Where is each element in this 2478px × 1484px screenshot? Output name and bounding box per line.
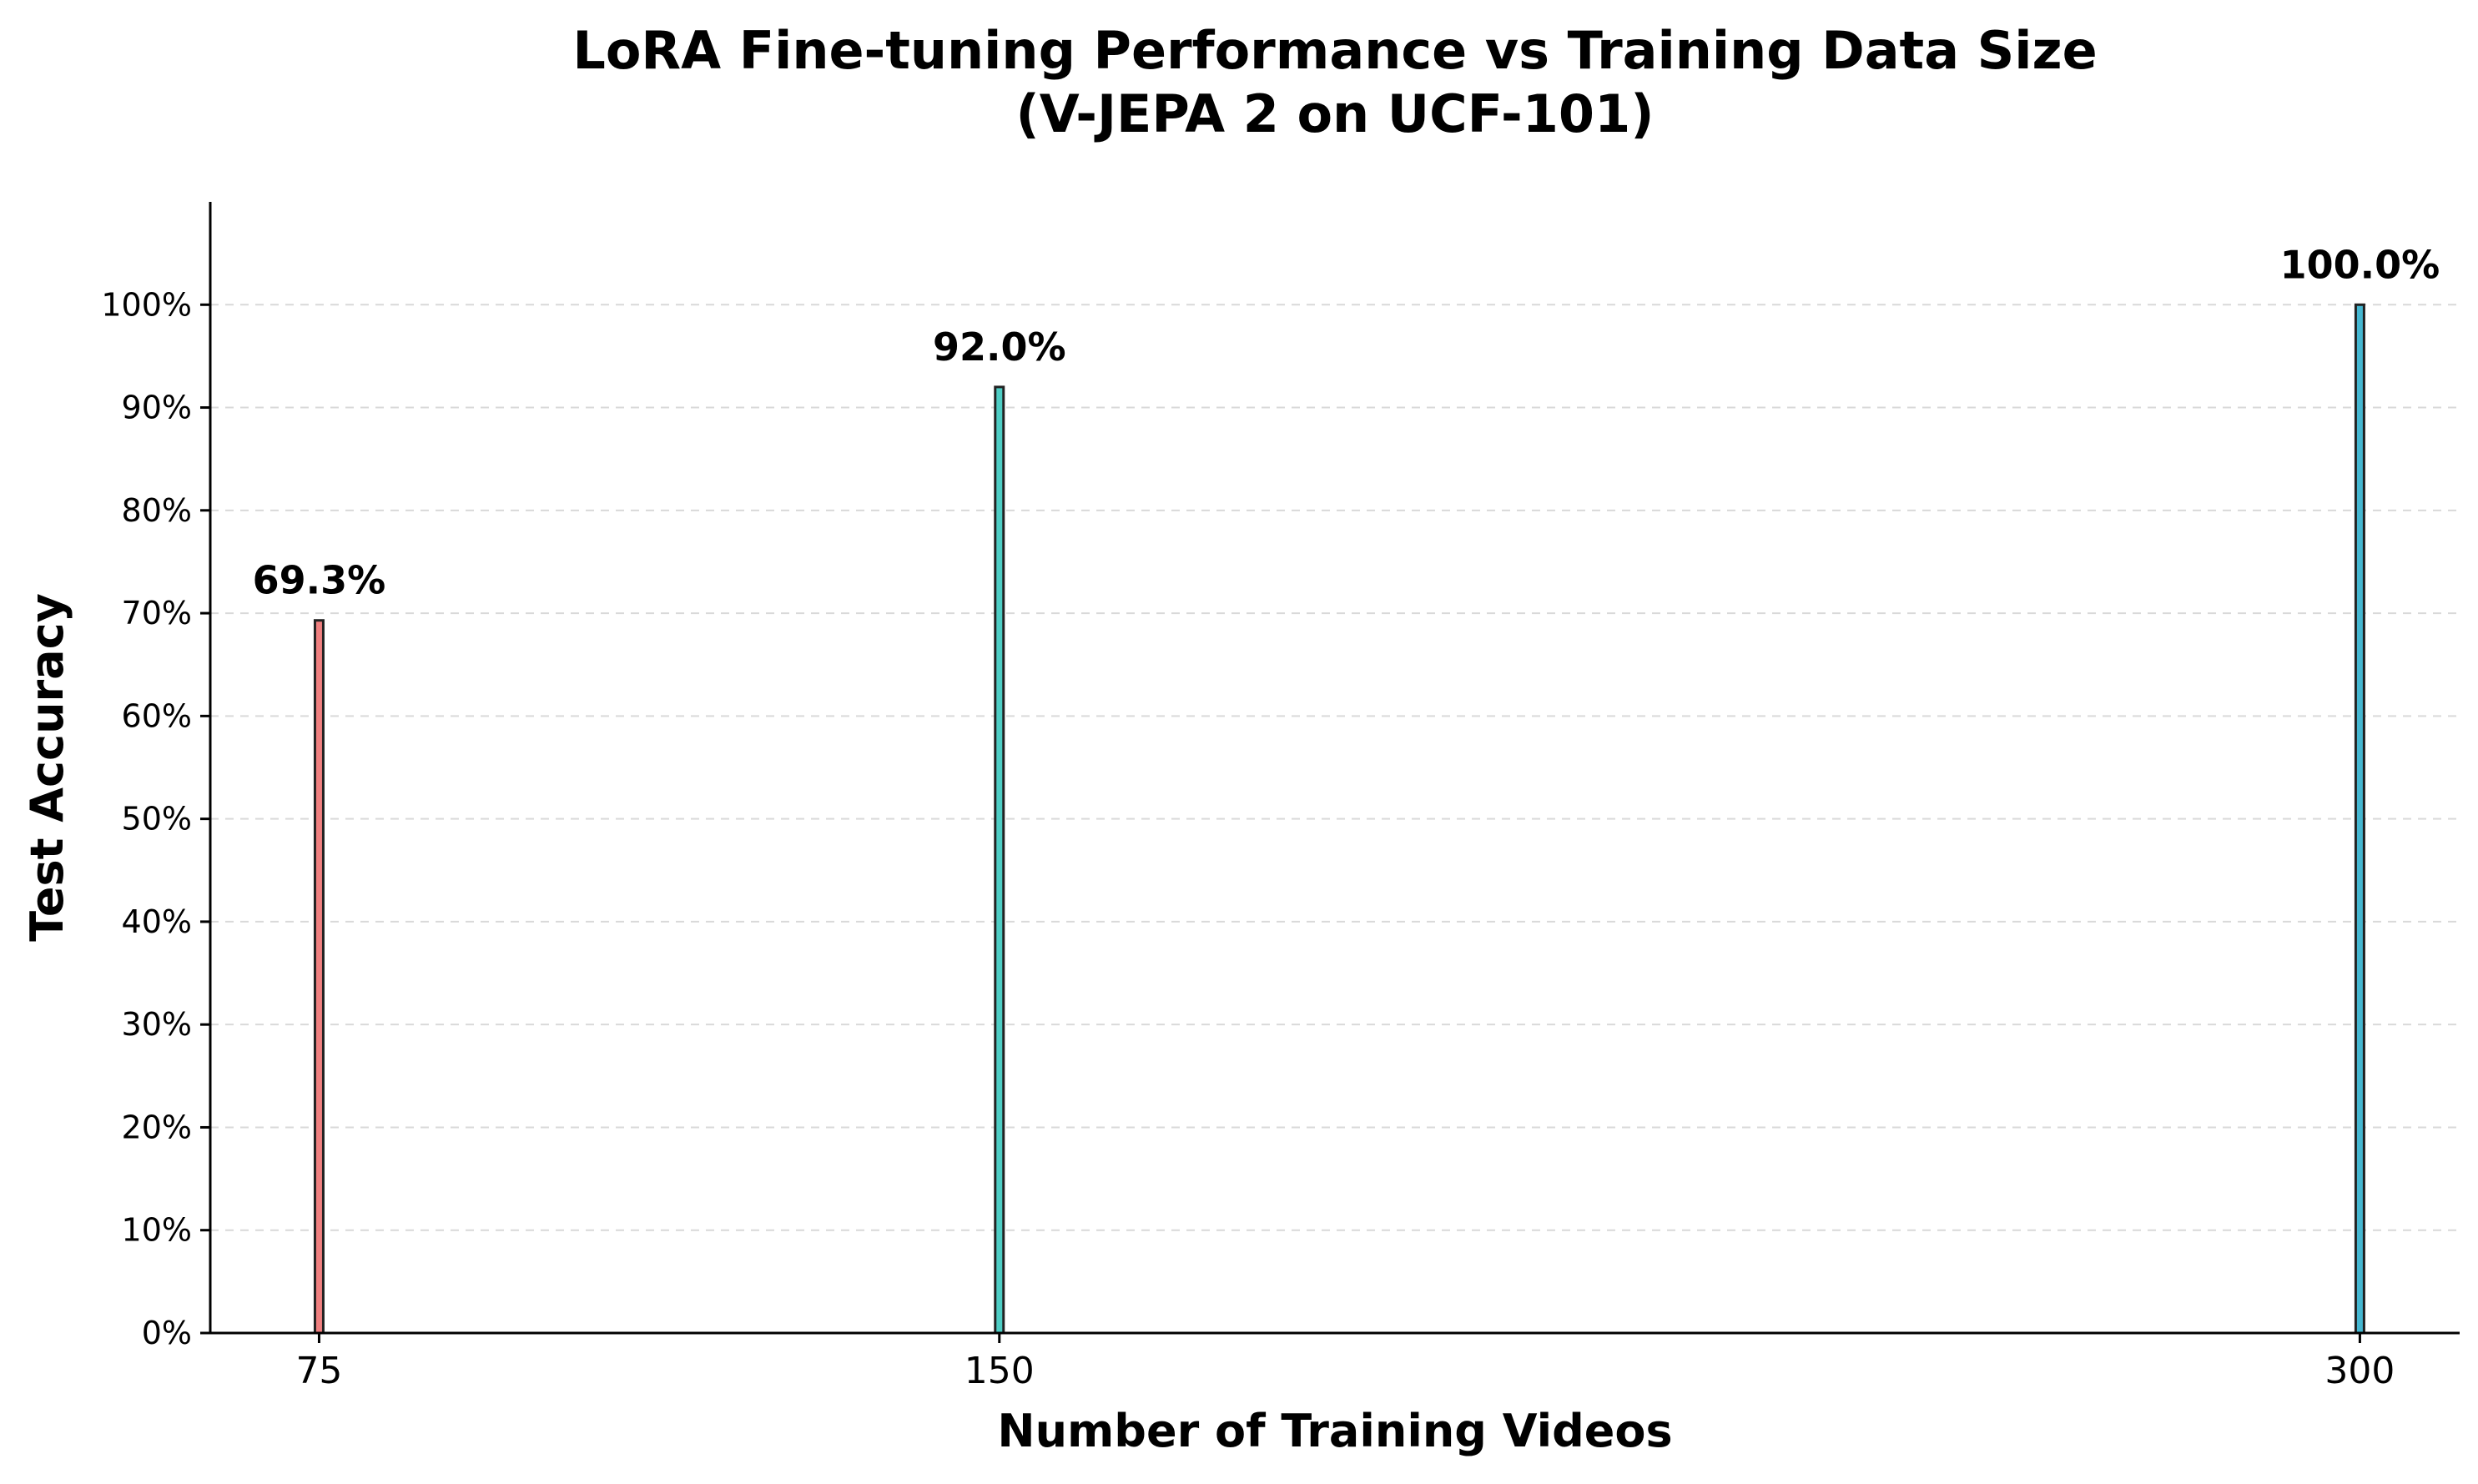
x-tick-label: 75 — [295, 1350, 342, 1392]
y-tick-label: 100% — [101, 286, 192, 323]
x-tick-label: 150 — [965, 1350, 1035, 1392]
y-tick-label: 0% — [142, 1315, 192, 1351]
x-tick-label: 300 — [2324, 1350, 2395, 1392]
y-tick-label: 30% — [122, 1006, 192, 1043]
y-tick-label: 90% — [122, 390, 192, 426]
bar — [2354, 303, 2365, 1335]
data-label: 92.0% — [933, 324, 1066, 370]
y-tick-label: 80% — [122, 492, 192, 529]
data-label: 69.3% — [253, 558, 386, 603]
y-tick-label: 60% — [122, 697, 192, 734]
y-axis-title: Test Accuracy — [21, 593, 73, 942]
x-ticks: 75 150 300 — [295, 1333, 2395, 1392]
axes-layer — [209, 202, 2460, 1335]
data-label: 100.0% — [2280, 242, 2440, 287]
bar — [313, 619, 325, 1335]
data-labels: 69.3% 92.0% 100.0% — [253, 242, 2440, 602]
chart-subtitle: (V-JEPA 2 on UCF-101) — [1015, 83, 1654, 144]
y-ticks: 0% 10% 20% 30% 40% 50% 60% 70% 80% 90% 100% — [101, 286, 210, 1351]
grid-layer — [210, 304, 2460, 1231]
bar — [994, 385, 1005, 1335]
y-tick-label: 10% — [122, 1212, 192, 1249]
x-axis-title: Number of Training Videos — [997, 1405, 1672, 1457]
chart-title: LoRA Fine-tuning Performance vs Training… — [572, 20, 2097, 81]
y-tick-label: 50% — [122, 801, 192, 838]
y-tick-label: 20% — [122, 1109, 192, 1145]
y-tick-label: 40% — [122, 903, 192, 940]
y-tick-label: 70% — [122, 595, 192, 631]
